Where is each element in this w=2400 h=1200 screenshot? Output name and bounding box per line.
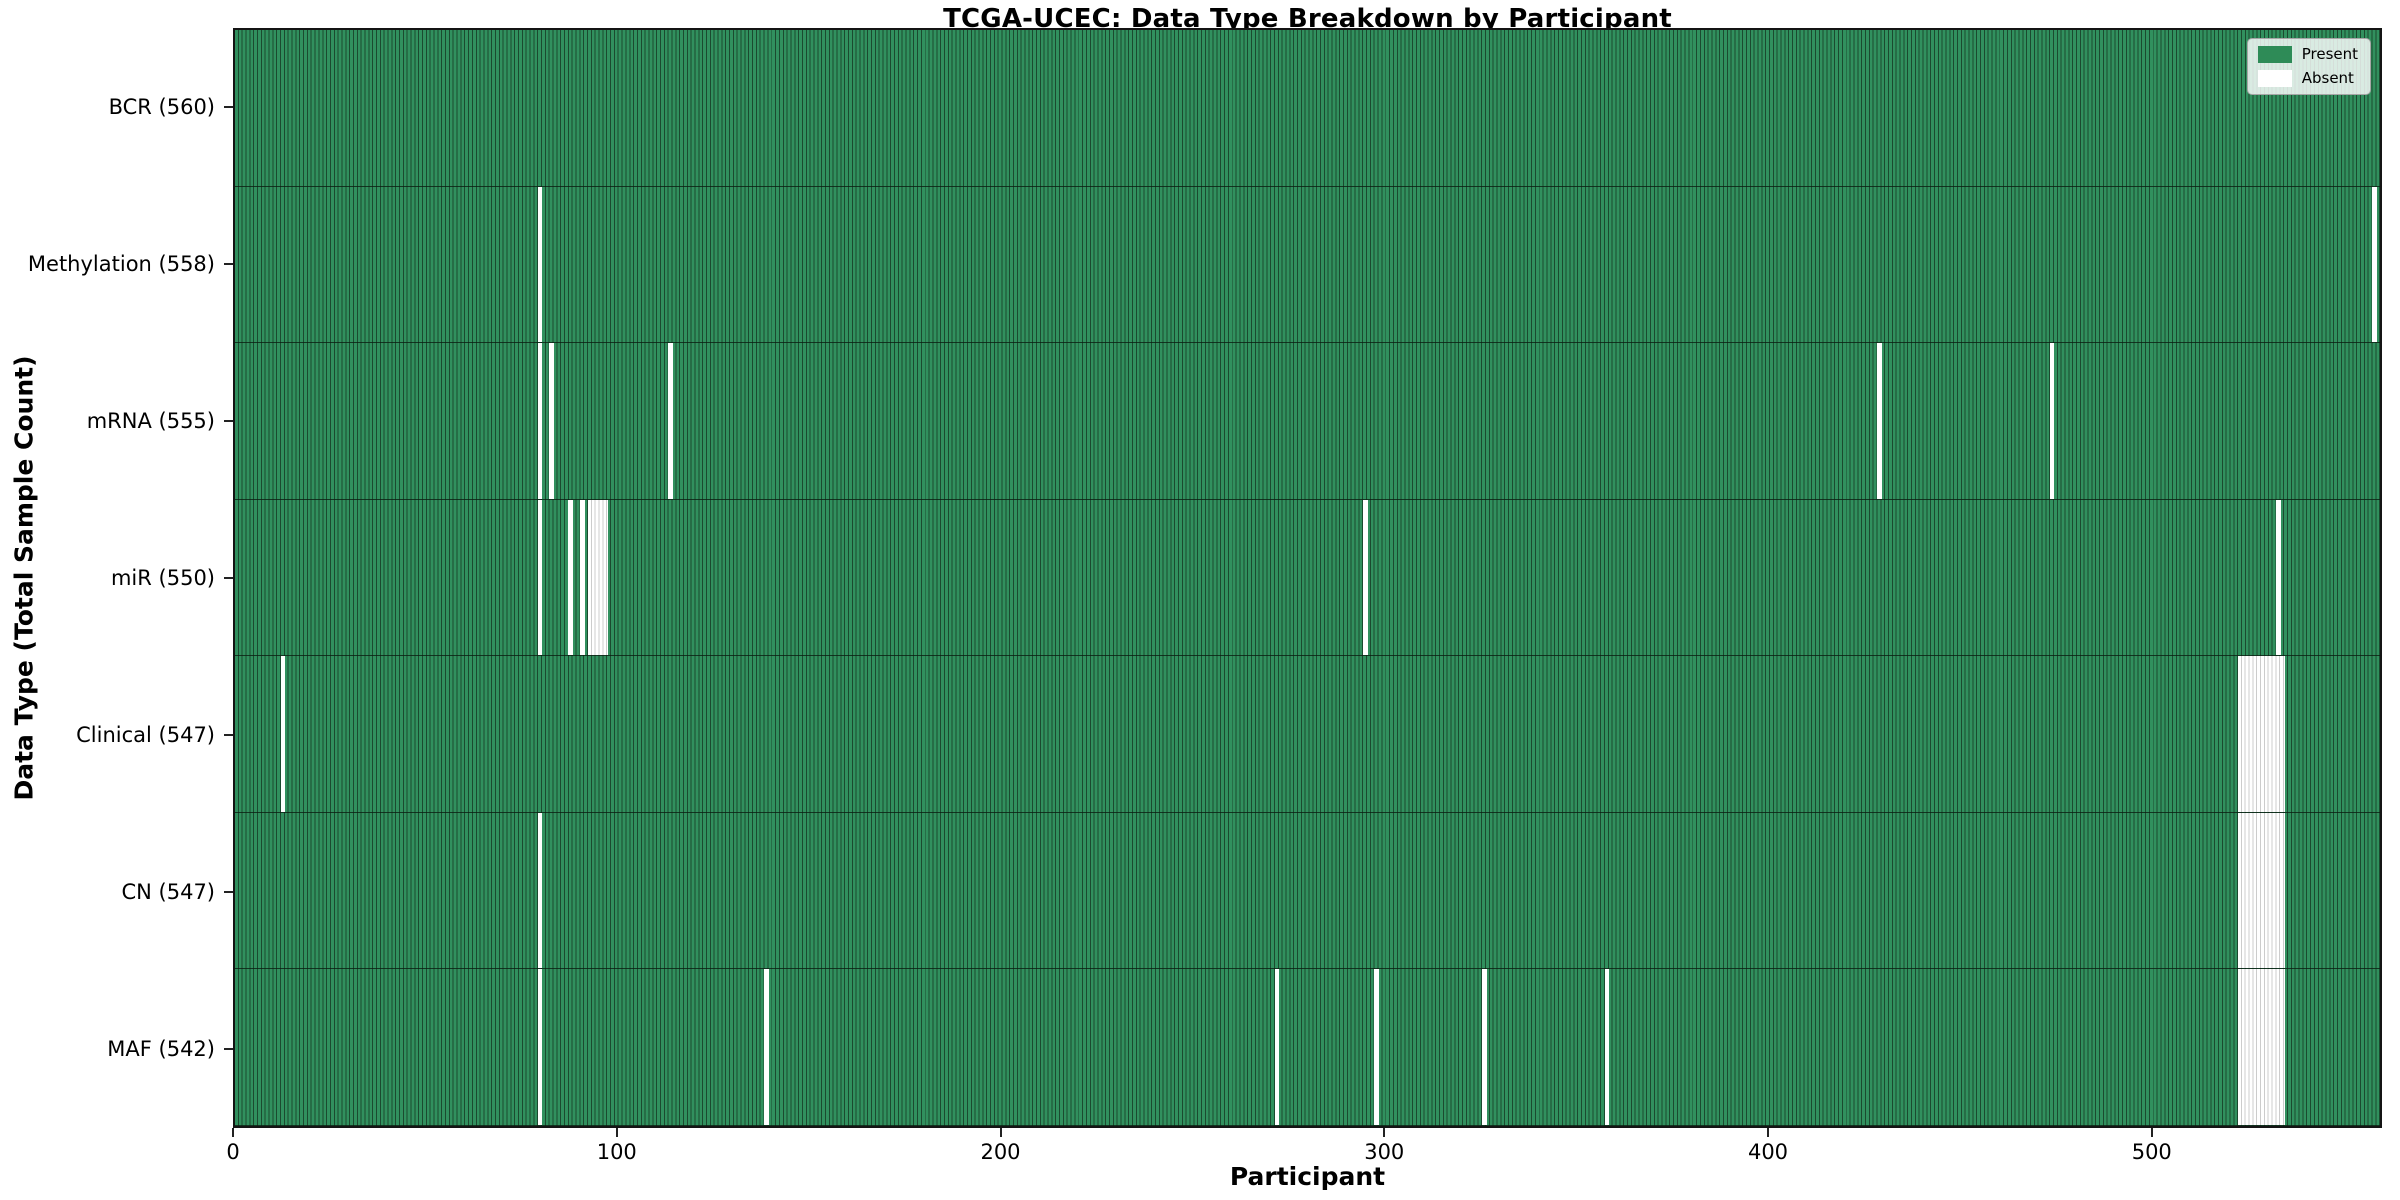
plot-area: Present Absent <box>233 28 2382 1128</box>
y-tick-mark <box>224 1048 233 1051</box>
row-band-cn <box>235 812 2380 970</box>
absent-stripe <box>579 499 585 656</box>
x-tick-label: 300 <box>1364 1140 1405 1164</box>
y-tick-label: Methylation (558) <box>27 251 215 276</box>
absent-stripe <box>1362 499 1368 656</box>
absent-stripe <box>537 343 543 499</box>
y-tick-label: mRNA (555) <box>86 408 215 433</box>
absent-stripe <box>280 656 286 812</box>
absent-stripe <box>537 812 543 969</box>
y-tick-label: Clinical (547) <box>76 723 215 748</box>
x-tick-label: 500 <box>2131 1140 2172 1164</box>
absent-stripe <box>668 343 673 499</box>
x-tick-mark <box>615 1128 618 1137</box>
absent-stripe <box>549 343 554 499</box>
legend-label-present: Present <box>2301 45 2358 63</box>
legend-swatch-present <box>2257 46 2292 63</box>
row-band-methylation <box>235 186 2380 344</box>
absent-stripe <box>537 186 543 343</box>
legend-item-present: Present <box>2257 45 2358 63</box>
x-tick-label: 0 <box>226 1140 240 1164</box>
absent-stripe <box>2049 343 2055 499</box>
x-axis-label: Participant <box>1229 1162 1386 1191</box>
absent-stripe <box>1481 969 1487 1126</box>
y-tick-mark <box>224 891 233 894</box>
absent-stripe <box>2372 186 2377 343</box>
y-tick-mark <box>224 105 233 108</box>
absent-stripe <box>1604 969 1610 1126</box>
y-tick-mark <box>224 262 233 265</box>
row-band-clinical <box>235 656 2380 813</box>
row-band-maf <box>235 969 2380 1127</box>
x-tick-mark <box>1767 1128 1769 1137</box>
y-tick-label: BCR (560) <box>108 94 215 119</box>
absent-stripe <box>2237 812 2285 969</box>
legend-swatch-absent <box>2257 70 2292 87</box>
absent-stripe <box>587 499 608 656</box>
absent-stripe <box>1877 343 1882 499</box>
x-tick-label: 400 <box>1747 1140 1789 1164</box>
absent-stripe <box>2237 656 2285 812</box>
absent-stripe <box>2237 969 2285 1126</box>
row-band-mir <box>235 499 2380 657</box>
x-tick-mark <box>2150 1128 2153 1137</box>
row-band-mrna <box>235 343 2380 500</box>
absent-stripe <box>537 969 543 1126</box>
y-tick-label: miR (550) <box>110 566 215 590</box>
absent-stripe <box>1374 969 1380 1126</box>
absent-stripe <box>764 969 769 1126</box>
y-tick-label: CN (547) <box>121 880 215 905</box>
x-tick-mark <box>232 1128 234 1137</box>
y-tick-mark <box>224 577 233 579</box>
legend-item-absent: Absent <box>2257 69 2358 87</box>
y-tick-mark <box>224 734 233 737</box>
y-tick-label: MAF (542) <box>107 1037 215 1062</box>
legend: Present Absent <box>2246 38 2371 95</box>
x-tick-mark <box>1383 1128 1386 1137</box>
absent-stripe <box>537 499 543 656</box>
legend-label-absent: Absent <box>2301 69 2354 87</box>
row-band-bcr <box>235 30 2380 187</box>
y-tick-mark <box>224 419 233 422</box>
absent-stripe <box>2276 499 2281 656</box>
x-tick-label: 100 <box>596 1140 637 1164</box>
absent-stripe <box>568 499 574 656</box>
absent-stripe <box>1274 969 1280 1126</box>
x-tick-mark <box>999 1128 1002 1137</box>
x-tick-label: 200 <box>980 1140 1021 1164</box>
